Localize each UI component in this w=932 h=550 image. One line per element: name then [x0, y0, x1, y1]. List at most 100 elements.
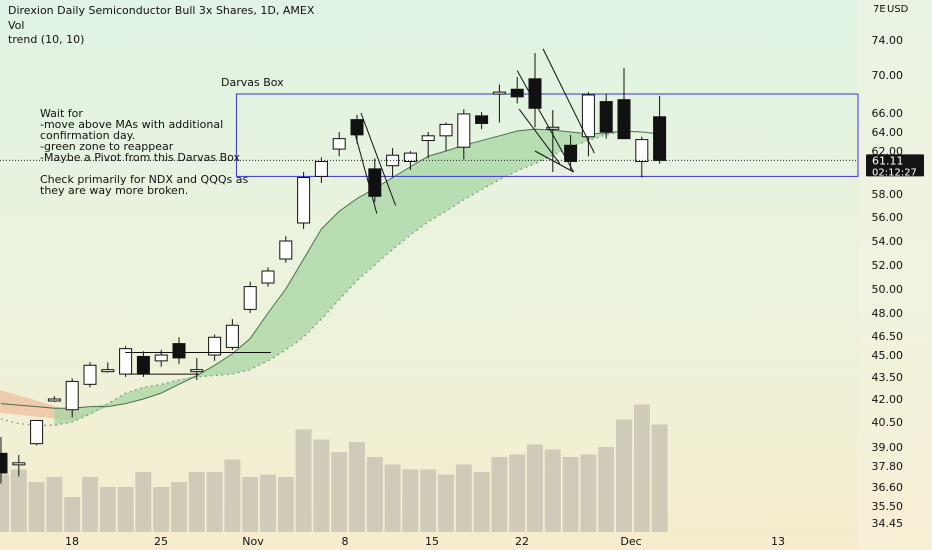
- candle[interactable]: [172, 337, 186, 364]
- volume-bar: [349, 442, 365, 532]
- candle[interactable]: [12, 454, 26, 477]
- candle[interactable]: [47, 396, 61, 403]
- candle[interactable]: [225, 319, 239, 350]
- trend-band-bullish: [54, 129, 660, 426]
- darvas-box[interactable]: [235, 93, 859, 177]
- time-tick-label: 13: [771, 535, 785, 548]
- candle[interactable]: [83, 362, 97, 388]
- volume-bar: [438, 474, 454, 532]
- volume-indicator-label[interactable]: Vol: [8, 19, 25, 32]
- price-tick-label: 45.00: [872, 349, 904, 362]
- candle-body-down: [528, 78, 542, 109]
- volume-bar: [277, 477, 294, 532]
- candle[interactable]: [510, 76, 524, 104]
- volume-bar: [331, 452, 348, 532]
- candle[interactable]: [653, 95, 667, 164]
- candle[interactable]: [0, 437, 8, 484]
- candle[interactable]: [208, 334, 222, 361]
- candle[interactable]: [279, 236, 293, 263]
- volume-bar: [64, 497, 81, 532]
- drawn-trendline[interactable]: [351, 122, 378, 214]
- volume-bar: [188, 472, 205, 532]
- candle-body-up: [457, 113, 471, 148]
- candle-body-up: [439, 123, 453, 137]
- candle[interactable]: [581, 92, 595, 157]
- candle[interactable]: [635, 136, 649, 178]
- candle[interactable]: [564, 134, 578, 170]
- volume-bar: [260, 474, 276, 532]
- volume-bar: [384, 464, 401, 532]
- price-tick-label: 52.00: [872, 259, 904, 272]
- time-tick-label: 15: [425, 535, 439, 548]
- candle[interactable]: [475, 112, 489, 130]
- volume-bar: [224, 459, 241, 532]
- price-tick-label: 46.50: [872, 330, 904, 343]
- trend-indicator-label[interactable]: trend (10, 10): [8, 33, 85, 46]
- candle[interactable]: [386, 148, 400, 178]
- volume-bar: [366, 457, 383, 532]
- volume-layer: [0, 404, 668, 532]
- annotation-note-line: they are way more broken.: [40, 184, 189, 197]
- candle[interactable]: [119, 346, 133, 377]
- last-price-badge[interactable]: [866, 154, 924, 177]
- candle-body-down: [0, 452, 8, 474]
- volume-bar: [99, 487, 116, 532]
- price-axis-currency: USD: [887, 4, 909, 15]
- drawn-trendline[interactable]: [542, 48, 595, 154]
- price-tick-label: 34.45: [872, 517, 904, 530]
- candle[interactable]: [190, 357, 204, 380]
- candle-body-up: [47, 398, 61, 402]
- volume-bar: [420, 469, 437, 532]
- candle[interactable]: [439, 122, 453, 152]
- candle[interactable]: [528, 53, 542, 128]
- candle[interactable]: [403, 151, 417, 170]
- drawn-trendline[interactable]: [360, 112, 397, 206]
- price-tick-label: 58.00: [872, 188, 904, 201]
- drawn-trendline[interactable]: [518, 108, 561, 164]
- symbol-title[interactable]: Direxion Daily Semiconductor Bull 3x Sha…: [8, 4, 315, 17]
- price-tick-label: 48.00: [872, 307, 904, 320]
- candle[interactable]: [243, 281, 257, 313]
- candle[interactable]: [136, 351, 150, 377]
- candle[interactable]: [599, 94, 613, 139]
- volume-bar: [295, 429, 312, 532]
- candle[interactable]: [457, 109, 471, 160]
- volume-bar: [313, 439, 330, 532]
- candle[interactable]: [30, 419, 44, 446]
- drawn-trendline[interactable]: [534, 150, 574, 173]
- candle[interactable]: [617, 68, 631, 140]
- volume-bar: [0, 474, 9, 532]
- drawn-trendline[interactable]: [516, 70, 575, 173]
- volume-bar: [616, 419, 632, 532]
- candle[interactable]: [314, 157, 328, 183]
- candle-body-down: [653, 116, 667, 161]
- volume-bar: [473, 472, 490, 532]
- candle[interactable]: [65, 378, 79, 418]
- candle-body-up: [119, 348, 133, 375]
- candle[interactable]: [546, 110, 560, 172]
- price-tick-label: 56.00: [872, 211, 904, 224]
- candle-body-down: [172, 343, 186, 359]
- candle-body-up: [65, 380, 79, 411]
- price-tick-label: 64.00: [872, 126, 904, 139]
- candle[interactable]: [332, 132, 346, 157]
- candle[interactable]: [261, 267, 275, 287]
- volume-bar: [491, 457, 508, 532]
- volume-bar: [82, 477, 98, 532]
- candle-body-up: [386, 154, 400, 167]
- candle[interactable]: [421, 132, 435, 159]
- candle[interactable]: [297, 172, 311, 229]
- time-axis: 18 25 Nov 8 15 22 Dec 13: [65, 535, 785, 548]
- time-tick-label: 22: [515, 535, 529, 548]
- darvas-box-label: Darvas Box: [221, 76, 284, 89]
- candle-body-down: [475, 115, 489, 124]
- candle-body-up: [154, 354, 168, 362]
- last-price-value: 61.11: [872, 154, 904, 167]
- candle-body-down: [617, 99, 631, 140]
- volume-bar: [117, 487, 134, 532]
- candle[interactable]: [492, 84, 506, 123]
- candle[interactable]: [101, 362, 115, 373]
- annotation-note-line: Check primarily for NDX and QQQs as: [40, 173, 249, 186]
